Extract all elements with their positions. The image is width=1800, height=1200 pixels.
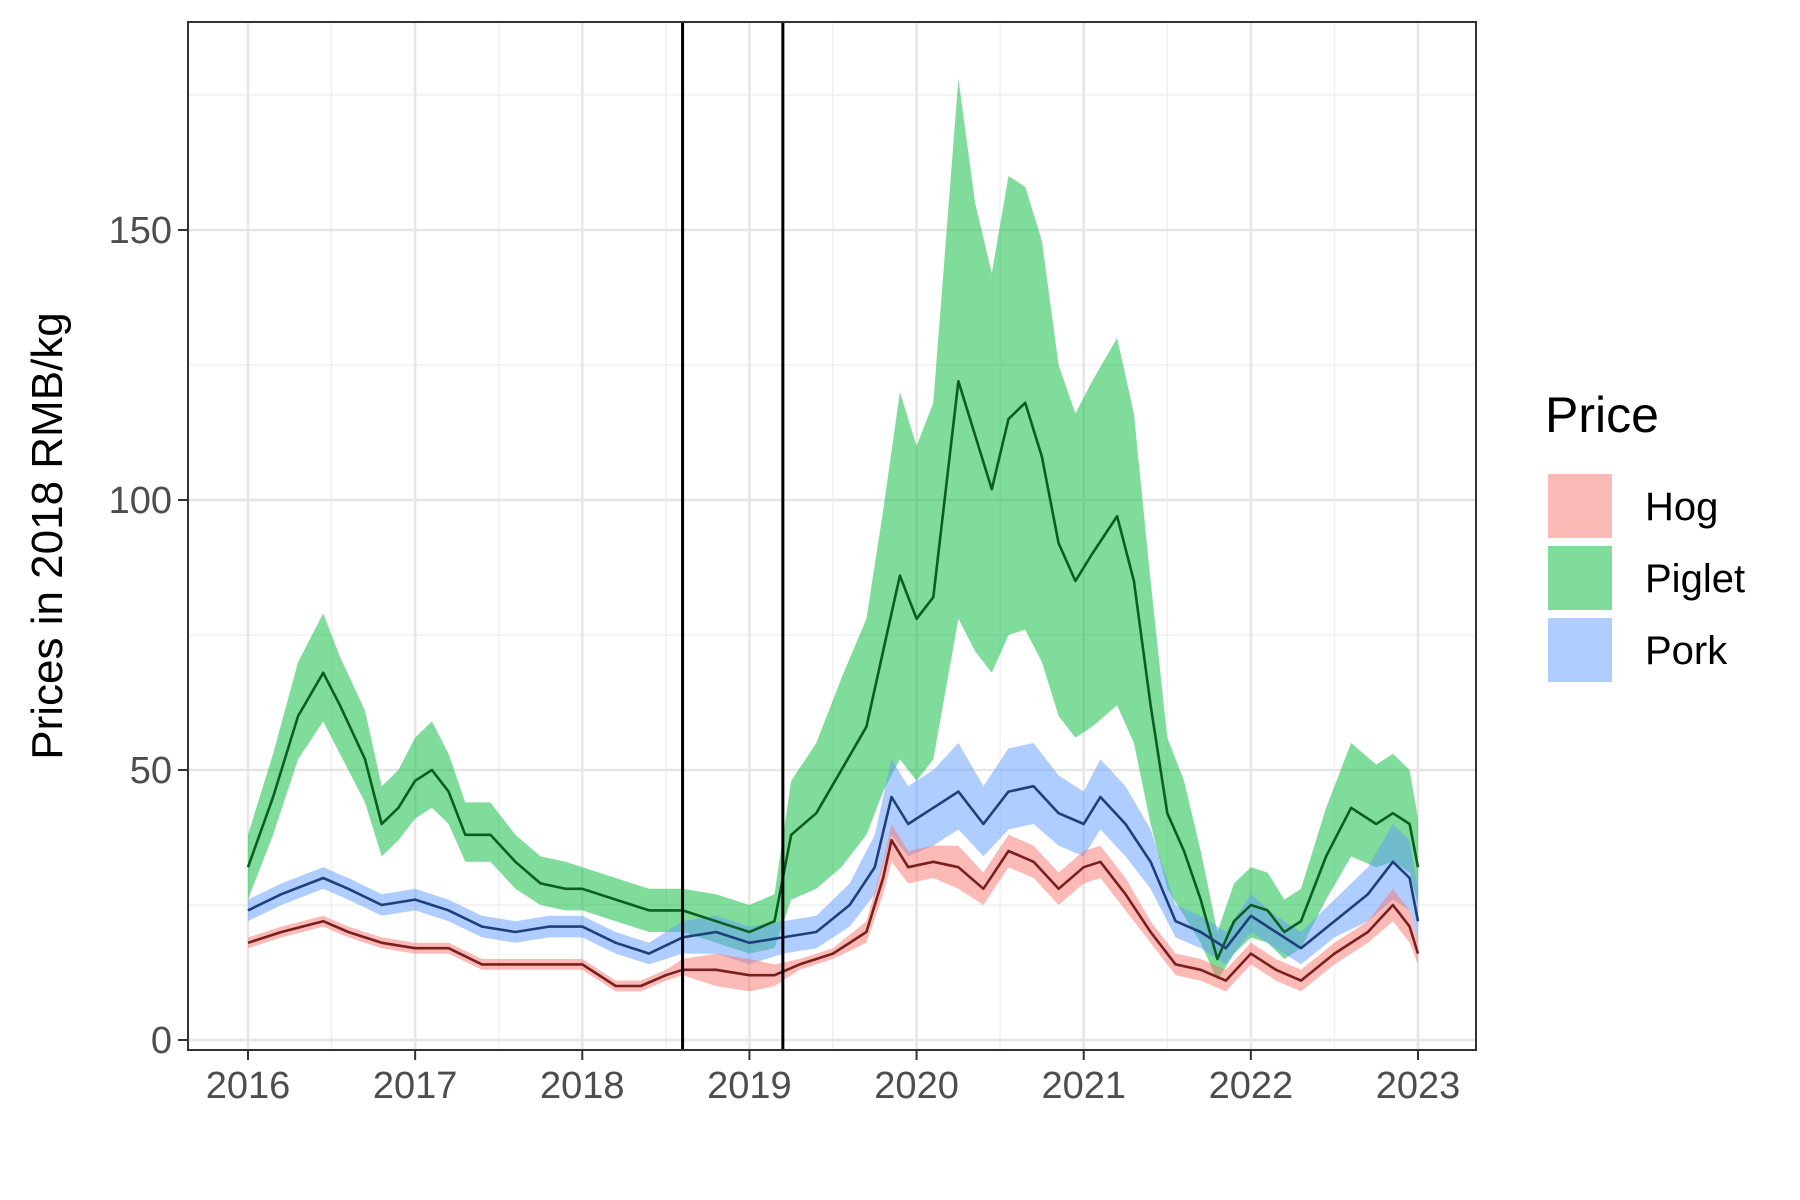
y-tick-label: 100 [109,480,172,522]
x-tick-label: 2020 [874,1065,959,1107]
x-tick-label: 2022 [1209,1065,1294,1107]
line-hog [247,838,1420,988]
legend: Price Hog Piglet Pork [1545,387,1745,682]
panel-border [187,21,1477,1051]
x-tick-label: 2023 [1376,1065,1461,1107]
y-tick-label: 50 [130,750,172,792]
series-lines [246,379,1420,988]
legend-key-piglet [1548,546,1612,610]
x-tick-label: 2017 [373,1065,458,1107]
legend-key-pork [1548,618,1612,682]
y-tick-label: 0 [151,1020,172,1062]
band-hog [248,824,1418,992]
band-piglet [248,78,1418,981]
x-tick-label: 2021 [1041,1065,1126,1107]
legend-label-hog: Hog [1645,485,1718,529]
band-pork [248,743,1418,965]
y-tick-label: 150 [109,210,172,252]
line-pork [247,784,1420,955]
legend-title: Price [1545,387,1659,443]
x-axis: 2016 2017 2018 2019 2020 2021 2022 2023 [206,1050,1461,1107]
y-axis: 0 50 100 150 [109,210,188,1062]
x-tick-label: 2019 [707,1065,792,1107]
legend-label-piglet: Piglet [1645,557,1745,601]
event-lines [681,22,785,1050]
legend-key-hog [1548,474,1612,538]
legend-label-pork: Pork [1645,629,1728,673]
x-tick-label: 2016 [206,1065,291,1107]
x-tick-label: 2018 [540,1065,625,1107]
line-piglet [246,379,1420,961]
confidence-bands [248,78,1418,992]
y-axis-title: Prices in 2018 RMB/kg [23,312,72,760]
